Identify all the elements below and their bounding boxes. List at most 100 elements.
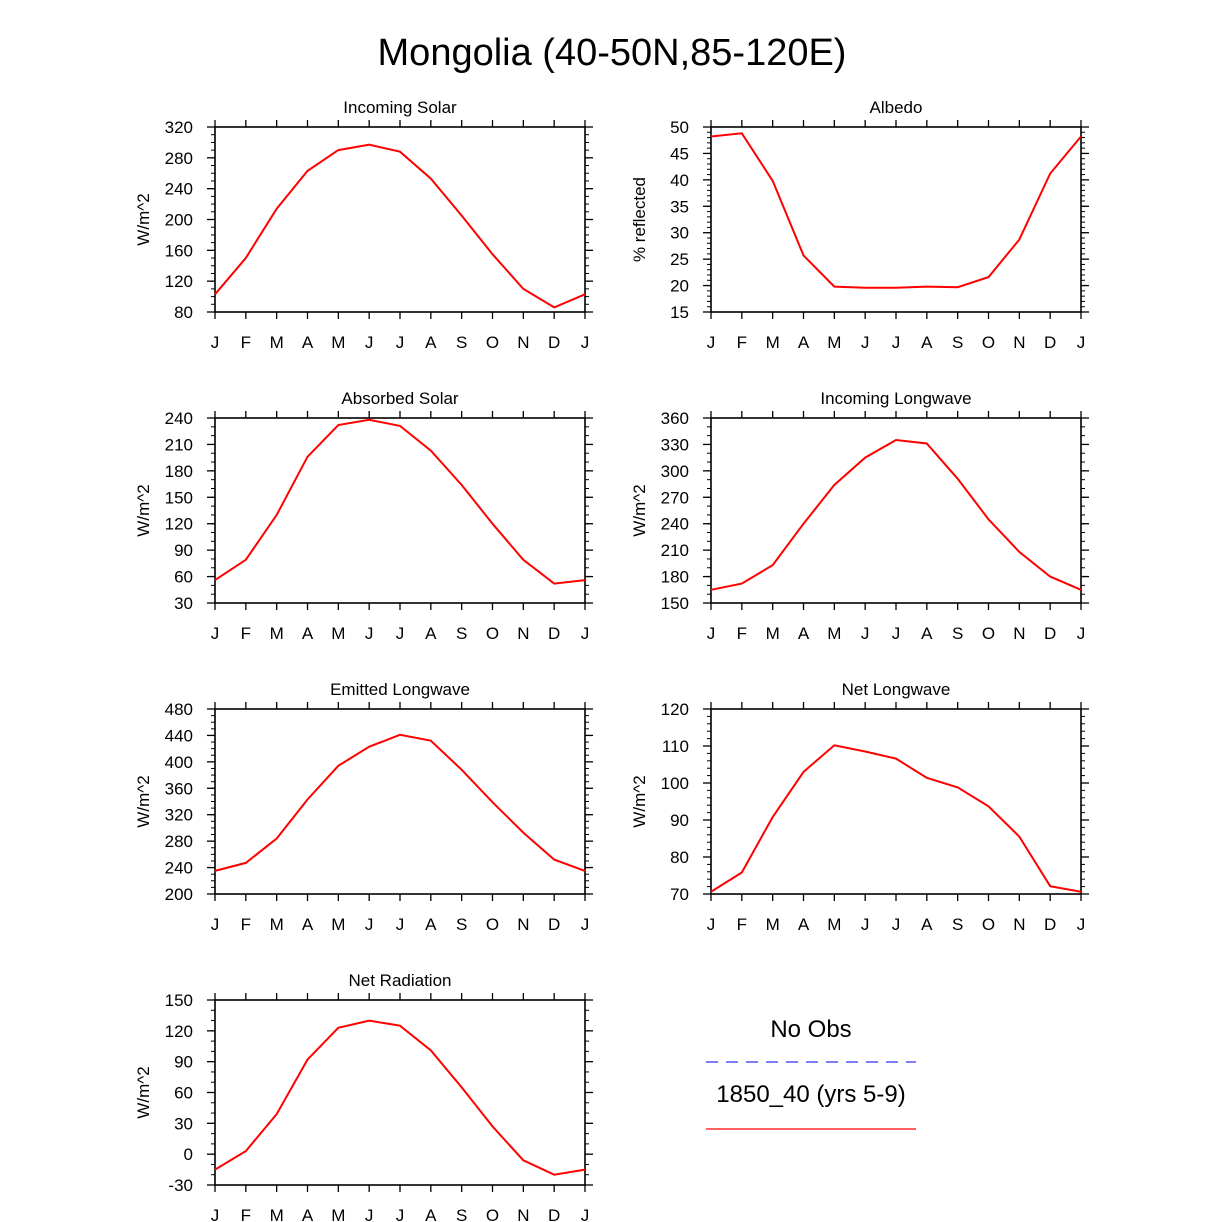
y-tick-label: 60 bbox=[174, 568, 193, 587]
x-tick-label: M bbox=[331, 333, 345, 352]
x-tick-label: D bbox=[548, 333, 560, 352]
x-tick-label: M bbox=[270, 1206, 284, 1222]
x-tick-label: D bbox=[548, 1206, 560, 1222]
y-tick-label: 30 bbox=[670, 224, 689, 243]
y-tick-label: 80 bbox=[670, 848, 689, 867]
x-tick-label: J bbox=[581, 1206, 590, 1222]
y-tick-label: 280 bbox=[165, 149, 193, 168]
y-tick-label: 40 bbox=[670, 171, 689, 190]
x-tick-label: J bbox=[365, 1206, 374, 1222]
panel-incoming-solar: J F M A M J J A S O N D J80120160200240280320Incomin… bbox=[134, 98, 593, 352]
x-tick-label: D bbox=[1044, 915, 1056, 934]
y-axis-label: W/m^2 bbox=[134, 1066, 153, 1118]
series-line bbox=[214, 418, 586, 585]
y-tick-label: 120 bbox=[165, 1022, 193, 1041]
x-tick-label: J bbox=[892, 624, 901, 643]
x-tick-label: J bbox=[365, 333, 374, 352]
x-tick-label: M bbox=[766, 915, 780, 934]
x-tick-label: N bbox=[517, 333, 529, 352]
plot-frame bbox=[214, 999, 586, 1186]
x-tick-label: F bbox=[737, 915, 747, 934]
y-tick-label: 160 bbox=[165, 241, 193, 260]
x-tick-label: S bbox=[952, 333, 963, 352]
y-tick-label: 280 bbox=[165, 832, 193, 851]
x-tick-label: J bbox=[396, 624, 405, 643]
plot-frame bbox=[214, 708, 586, 895]
x-tick-label: S bbox=[456, 915, 467, 934]
y-tick-label: 80 bbox=[174, 303, 193, 322]
x-tick-label: N bbox=[1013, 915, 1025, 934]
legend-obs-label: No Obs bbox=[770, 1016, 852, 1043]
x-tick-label: J bbox=[365, 624, 374, 643]
y-tick-label: 0 bbox=[184, 1145, 193, 1164]
x-tick-label: J bbox=[211, 333, 220, 352]
x-tick-label: A bbox=[425, 333, 437, 352]
x-tick-label: O bbox=[982, 624, 995, 643]
x-tick-label: J bbox=[707, 915, 716, 934]
x-tick-label: N bbox=[517, 1206, 529, 1222]
panel-net-radiation: J F M A M J J A S O N D J -30 0 30 60 90 120 150 Net Radiati… bbox=[134, 971, 593, 1222]
y-tick-label: 35 bbox=[670, 197, 689, 216]
x-tick-label: S bbox=[456, 1206, 467, 1222]
x-tick-label: O bbox=[486, 624, 499, 643]
x-tick-label: A bbox=[798, 333, 810, 352]
x-tick-label: N bbox=[1013, 624, 1025, 643]
x-tick-label: J bbox=[892, 915, 901, 934]
y-tick-label: 150 bbox=[165, 991, 193, 1010]
x-tick-label: J bbox=[861, 333, 870, 352]
x-tick-label: O bbox=[486, 333, 499, 352]
series-line bbox=[710, 132, 1082, 289]
x-tick-label: J bbox=[211, 915, 220, 934]
x-tick-label: F bbox=[241, 915, 251, 934]
y-axis-label: W/m^2 bbox=[630, 484, 649, 536]
y-tick-label: 200 bbox=[165, 885, 193, 904]
panel-title: Emitted Longwave bbox=[330, 680, 470, 699]
panel-absorbed-solar: J F M A M J J A S O N D J306090120150180210240Absorb… bbox=[134, 389, 593, 643]
x-tick-label: A bbox=[302, 915, 314, 934]
x-tick-label: N bbox=[517, 624, 529, 643]
series-line bbox=[214, 143, 586, 309]
panel-title: Albedo bbox=[870, 98, 923, 117]
y-tick-label: 110 bbox=[662, 737, 689, 756]
y-tick-label: 120 bbox=[165, 515, 193, 534]
panel-incoming-longwave: J F M A M J J A S O N D J150180210240270300330360Inc… bbox=[630, 389, 1089, 643]
y-tick-label: 70 bbox=[670, 885, 689, 904]
y-tick-label: 200 bbox=[165, 211, 193, 230]
x-tick-label: J bbox=[861, 624, 870, 643]
x-tick-label: A bbox=[921, 624, 933, 643]
x-tick-label: J bbox=[396, 1206, 405, 1222]
x-tick-label: N bbox=[517, 915, 529, 934]
y-tick-label: 90 bbox=[174, 1053, 193, 1072]
x-tick-label: D bbox=[548, 624, 560, 643]
x-tick-label: A bbox=[302, 1206, 314, 1222]
y-tick-label: 120 bbox=[165, 272, 193, 291]
x-tick-label: A bbox=[425, 1206, 437, 1222]
x-tick-label: D bbox=[1044, 624, 1056, 643]
x-tick-label: D bbox=[1044, 333, 1056, 352]
plot-frame bbox=[710, 417, 1082, 604]
x-tick-label: J bbox=[581, 624, 590, 643]
x-tick-label: J bbox=[211, 1206, 220, 1222]
y-tick-label: 240 bbox=[165, 180, 193, 199]
y-axis-label: W/m^2 bbox=[630, 775, 649, 827]
y-tick-label: 210 bbox=[661, 541, 689, 560]
x-tick-label: M bbox=[766, 333, 780, 352]
x-tick-label: M bbox=[766, 624, 780, 643]
x-tick-label: S bbox=[456, 624, 467, 643]
y-tick-label: 150 bbox=[165, 488, 193, 507]
legend-model-label: 1850_40 (yrs 5-9) bbox=[716, 1081, 906, 1108]
plot-frame bbox=[710, 126, 1082, 313]
x-tick-label: F bbox=[737, 333, 747, 352]
x-tick-label: J bbox=[861, 915, 870, 934]
x-tick-label: M bbox=[270, 915, 284, 934]
x-tick-label: S bbox=[456, 333, 467, 352]
y-axis-label: W/m^2 bbox=[134, 193, 153, 245]
y-tick-label: 180 bbox=[661, 568, 689, 587]
x-tick-label: M bbox=[270, 624, 284, 643]
plot-frame bbox=[214, 417, 586, 604]
figure-title: Mongolia (40-50N,85-120E) bbox=[378, 32, 847, 74]
x-tick-label: J bbox=[396, 915, 405, 934]
x-tick-label: A bbox=[921, 915, 933, 934]
